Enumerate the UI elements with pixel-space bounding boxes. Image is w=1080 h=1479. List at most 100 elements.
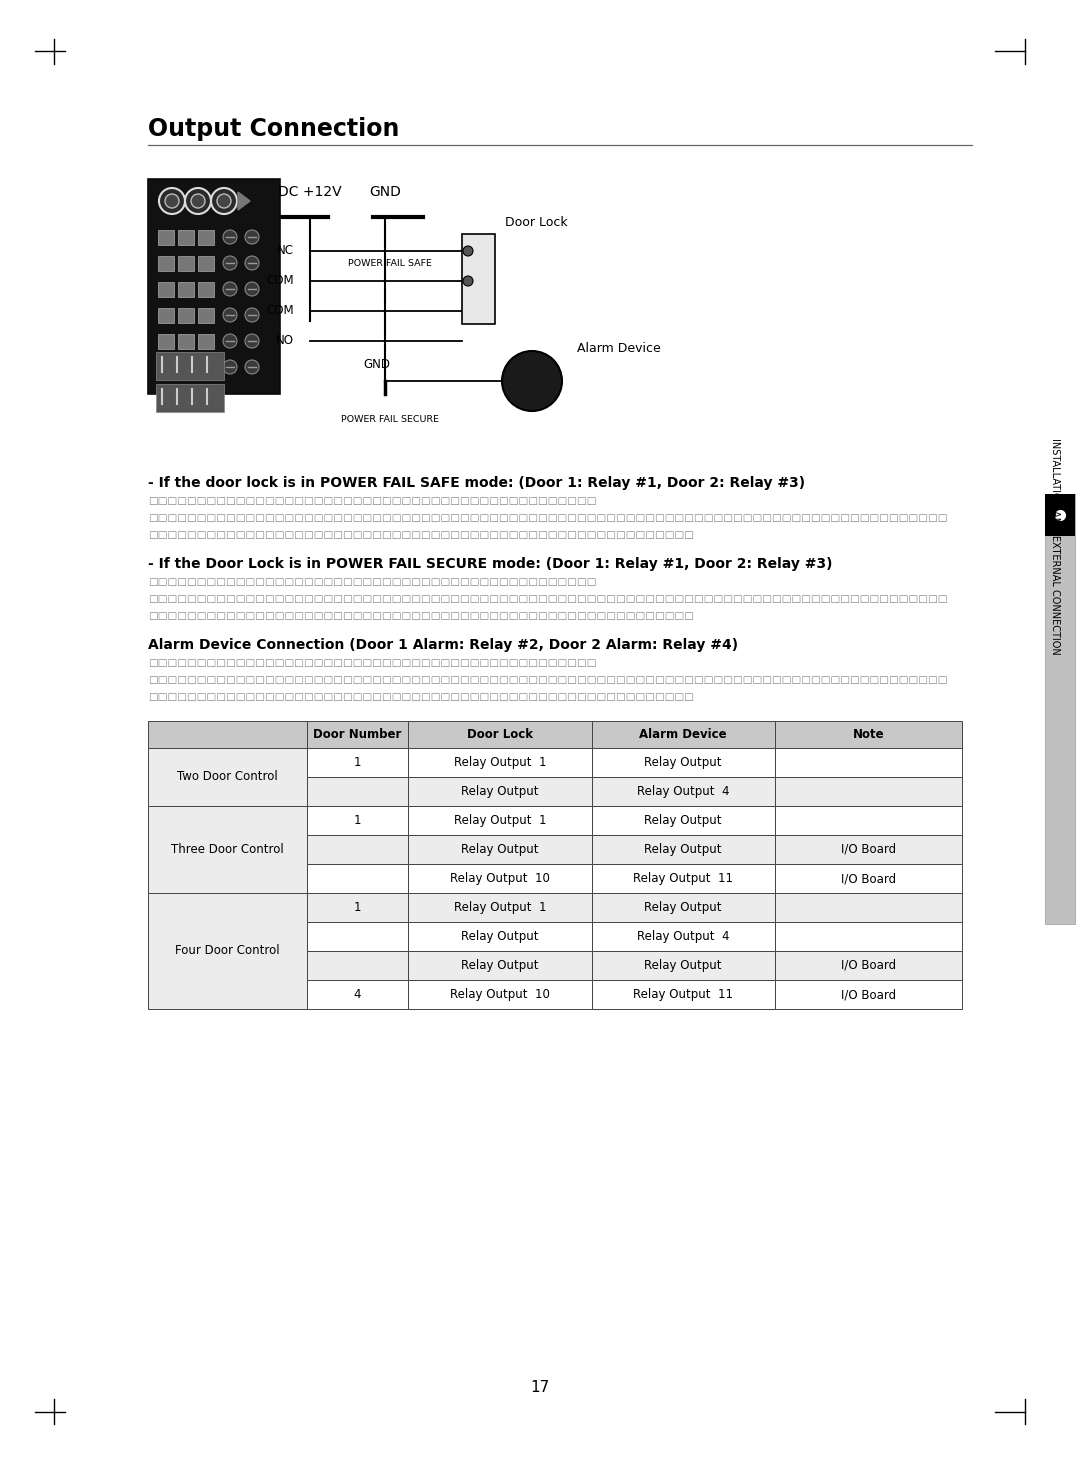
Text: Relay Output: Relay Output <box>461 843 539 856</box>
Text: Note: Note <box>852 728 885 741</box>
Circle shape <box>222 334 237 348</box>
Circle shape <box>245 359 259 374</box>
Bar <box>408 720 592 748</box>
Circle shape <box>222 231 237 244</box>
Bar <box>307 748 408 776</box>
Text: Four Door Control: Four Door Control <box>175 945 280 957</box>
Bar <box>408 836 592 864</box>
Bar <box>178 231 194 246</box>
Bar <box>178 359 194 376</box>
Bar <box>774 951 962 981</box>
Text: Three Door Control: Three Door Control <box>171 843 284 856</box>
Text: Relay Output: Relay Output <box>645 958 721 972</box>
Circle shape <box>222 308 237 322</box>
Bar <box>592 806 774 836</box>
Text: □□□□□□□□□□□□□□□□□□□□□□□□□□□□□□□□□□□□□□□□□□□□□□: □□□□□□□□□□□□□□□□□□□□□□□□□□□□□□□□□□□□□□□□… <box>148 577 596 587</box>
Bar <box>774 921 962 951</box>
Text: Relay Output  10: Relay Output 10 <box>450 988 550 1001</box>
Text: Door Number: Door Number <box>313 728 402 741</box>
Bar <box>178 282 194 297</box>
Bar <box>307 951 408 981</box>
Text: COM: COM <box>267 275 294 287</box>
Text: Relay Output  11: Relay Output 11 <box>633 988 733 1001</box>
Circle shape <box>245 282 259 296</box>
Bar <box>408 748 592 776</box>
Bar <box>158 231 174 246</box>
Text: Relay Output: Relay Output <box>461 930 539 944</box>
Circle shape <box>211 188 237 214</box>
Text: I/O Board: I/O Board <box>841 988 896 1001</box>
Circle shape <box>502 351 562 411</box>
Bar <box>774 981 962 1009</box>
Bar <box>148 179 280 393</box>
Circle shape <box>222 282 237 296</box>
Bar <box>198 282 214 297</box>
Text: Relay Output: Relay Output <box>645 756 721 769</box>
Bar <box>307 893 408 921</box>
Bar <box>178 256 194 271</box>
Text: Alarm Device: Alarm Device <box>577 343 661 355</box>
Bar <box>774 748 962 776</box>
Bar <box>408 806 592 836</box>
Bar <box>408 951 592 981</box>
Bar <box>198 334 214 349</box>
Bar <box>307 864 408 893</box>
Circle shape <box>165 194 179 209</box>
Text: Alarm Device: Alarm Device <box>639 728 727 741</box>
Text: POWER FAIL SAFE: POWER FAIL SAFE <box>348 259 432 269</box>
Bar <box>178 334 194 349</box>
Text: □□□□□□□□□□□□□□□□□□□□□□□□□□□□□□□□□□□□□□□□□□□□□□: □□□□□□□□□□□□□□□□□□□□□□□□□□□□□□□□□□□□□□□□… <box>148 658 596 669</box>
Text: 1: 1 <box>354 901 362 914</box>
Bar <box>198 359 214 376</box>
Bar <box>774 720 962 748</box>
Bar <box>592 836 774 864</box>
Bar <box>592 981 774 1009</box>
Circle shape <box>245 334 259 348</box>
Text: NO: NO <box>276 334 294 348</box>
Bar <box>198 308 214 322</box>
Bar <box>158 308 174 322</box>
Text: 17: 17 <box>530 1380 550 1395</box>
Text: 1: 1 <box>354 813 362 827</box>
Text: I/O Board: I/O Board <box>841 958 896 972</box>
Text: DC +12V: DC +12V <box>279 185 341 200</box>
Text: Alarm Device Connection (Door 1 Alarm: Relay #2, Door 2 Alarm: Relay #4): Alarm Device Connection (Door 1 Alarm: R… <box>148 637 738 652</box>
Text: GND: GND <box>364 358 391 371</box>
Bar <box>1045 494 1075 535</box>
Text: □□□□□□□□□□□□□□□□□□□□□□□□□□□□□□□□□□□□□□□□□□□□□□□□□□□□□□□□: □□□□□□□□□□□□□□□□□□□□□□□□□□□□□□□□□□□□□□□□… <box>148 611 694 621</box>
Text: Relay Output  11: Relay Output 11 <box>633 873 733 884</box>
Bar <box>592 776 774 806</box>
Text: GND: GND <box>369 185 401 200</box>
Text: Relay Output  1: Relay Output 1 <box>454 813 546 827</box>
Bar <box>158 334 174 349</box>
Bar <box>408 921 592 951</box>
Bar <box>148 720 307 748</box>
Polygon shape <box>238 192 249 210</box>
Text: □□□□□□□□□□□□□□□□□□□□□□□□□□□□□□□□□□□□□□□□□□□□□□: □□□□□□□□□□□□□□□□□□□□□□□□□□□□□□□□□□□□□□□□… <box>148 495 596 506</box>
Bar <box>156 352 224 380</box>
Text: COM: COM <box>267 305 294 318</box>
Bar <box>307 921 408 951</box>
Text: Relay Output: Relay Output <box>645 901 721 914</box>
Bar <box>592 921 774 951</box>
Text: Relay Output: Relay Output <box>645 813 721 827</box>
Text: Relay Output  10: Relay Output 10 <box>450 873 550 884</box>
Bar <box>774 806 962 836</box>
Bar <box>158 256 174 271</box>
Bar <box>307 806 408 836</box>
Bar <box>774 864 962 893</box>
Circle shape <box>245 231 259 244</box>
Bar <box>158 282 174 297</box>
Bar <box>158 359 174 376</box>
Text: □□□□□□□□□□□□□□□□□□□□□□□□□□□□□□□□□□□□□□□□□□□□□□□□□□□□□□□□: □□□□□□□□□□□□□□□□□□□□□□□□□□□□□□□□□□□□□□□□… <box>148 692 694 703</box>
Bar <box>774 893 962 921</box>
Text: □□□□□□□□□□□□□□□□□□□□□□□□□□□□□□□□□□□□□□□□□□□□□□□□□□□□□□□□□□□□□□□□□□□□□□□□□□□□□□□□: □□□□□□□□□□□□□□□□□□□□□□□□□□□□□□□□□□□□□□□□… <box>148 674 947 685</box>
Text: 4: 4 <box>354 988 362 1001</box>
Circle shape <box>245 308 259 322</box>
Circle shape <box>159 188 185 214</box>
Bar <box>592 864 774 893</box>
Bar <box>307 720 408 748</box>
Text: POWER FAIL SECURE: POWER FAIL SECURE <box>341 414 438 423</box>
Text: Relay Output  1: Relay Output 1 <box>454 901 546 914</box>
Text: □□□□□□□□□□□□□□□□□□□□□□□□□□□□□□□□□□□□□□□□□□□□□□□□□□□□□□□□: □□□□□□□□□□□□□□□□□□□□□□□□□□□□□□□□□□□□□□□□… <box>148 529 694 540</box>
